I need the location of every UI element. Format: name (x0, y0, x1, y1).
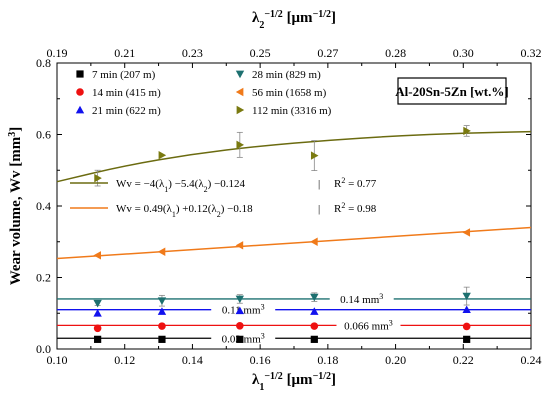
data-point (463, 126, 471, 136)
fit-separator: | (318, 178, 320, 190)
data-point (94, 335, 102, 343)
legend-entry: 56 min (1658 m) (252, 87, 327, 99)
data-point (93, 299, 102, 308)
x-tick-label: 0.22 (453, 353, 474, 367)
plot-layer: 0.10 0.12 0.14 0.16 0.18 0.20 0.22 0.240.19 0.21… (7, 9, 542, 393)
legend-entry: 21 min (622 m) (92, 105, 161, 117)
data-point (157, 247, 166, 256)
data-point (158, 151, 167, 160)
data-point (158, 322, 166, 330)
mean-line-label: 0.066 mm3 (344, 318, 393, 333)
x2-tick-label: 0.27 (317, 46, 338, 60)
x-tick-label: 0.12 (114, 353, 135, 367)
fit-r-squared: R2 = 0.98 (334, 201, 377, 216)
fit-r-squared: R2 = 0.77 (334, 176, 377, 191)
data-point (94, 173, 102, 183)
legend-entry: 7 min (207 m) (92, 69, 156, 81)
data-point (93, 251, 101, 260)
data-point (462, 305, 471, 314)
mean-label-bg (336, 319, 401, 332)
x2-tick-label: 0.19 (47, 46, 68, 60)
y-axis-title: Wear volume, Wv [mm3] (7, 127, 25, 286)
data-point (310, 293, 319, 302)
x2-tick-label: 0.21 (114, 46, 135, 60)
mean-line-label: 0.14 mm3 (340, 291, 383, 306)
x2-tick-label: 0.32 (521, 46, 542, 60)
legend-marker (75, 105, 85, 114)
fit-curve (56, 130, 532, 183)
data-point (462, 292, 471, 301)
legend-marker (76, 88, 84, 96)
data-point (310, 335, 318, 343)
x-tick-label: 0.16 (250, 353, 271, 367)
data-point (158, 335, 166, 343)
data-point (235, 295, 245, 304)
data-point (310, 322, 319, 330)
x-tick-label: 0.20 (385, 353, 406, 367)
legend-entry: 28 min (829 m) (252, 69, 321, 81)
x2-tick-label: 0.25 (250, 46, 271, 60)
alloy-label-box (397, 77, 507, 105)
y-tick-label: 0.8 (36, 56, 51, 70)
data-point (236, 321, 244, 330)
fit-separator: | (318, 203, 320, 215)
data-point (93, 309, 102, 317)
legend-marker (76, 70, 84, 78)
data-point (310, 237, 318, 246)
data-point (235, 306, 245, 315)
x-tick-label: 0.14 (182, 353, 203, 367)
legend-marker (235, 70, 245, 79)
data-point (462, 322, 471, 331)
legend-entry: 14 min (415 m) (92, 87, 161, 99)
x-tick-label: 0.18 (317, 353, 338, 367)
x2-tick-label: 0.28 (385, 46, 406, 60)
mean-label-bg (329, 292, 394, 305)
data-point (236, 140, 245, 150)
legend-marker (235, 87, 244, 97)
x-axis-title: λ1−1/2 [μm−1/2] (252, 371, 336, 393)
data-point (235, 241, 244, 250)
mean-line-label: 0.11 mm3 (222, 302, 265, 317)
x2-axis-title: λ2−1/2 [μm−1/2] (252, 9, 336, 31)
data-point (157, 307, 167, 315)
data-point (310, 151, 319, 160)
y-tick-label: 0.0 (36, 342, 51, 356)
y-tick-label: 0.6 (36, 128, 51, 142)
data-point (462, 228, 471, 237)
y-tick-label: 0.2 (36, 271, 51, 285)
legend-marker (236, 105, 245, 115)
data-point (310, 307, 319, 315)
mean-label-bg (211, 303, 276, 316)
x2-tick-label: 0.30 (453, 46, 474, 60)
data-point (236, 335, 244, 343)
fit-equation: Wv = 0.49(λ1) +0.12(λ2) −0.18 (116, 203, 253, 219)
fit-equation: Wv = −4(λ1) −5.4(λ2) −0.124 (116, 178, 246, 194)
x-tick-label: 0.24 (521, 353, 542, 367)
data-point (93, 324, 102, 333)
y-tick-label: 0.4 (36, 199, 51, 213)
legend-entry: 112 min (3316 m) (252, 105, 332, 117)
x2-tick-label: 0.23 (182, 46, 203, 60)
data-point (463, 335, 471, 343)
alloy-label: Al-20Sn-5Zn [wt.%] (395, 84, 508, 99)
data-point (157, 297, 167, 305)
x-tick-label: 0.10 (47, 353, 68, 367)
fit-curve (56, 226, 532, 260)
